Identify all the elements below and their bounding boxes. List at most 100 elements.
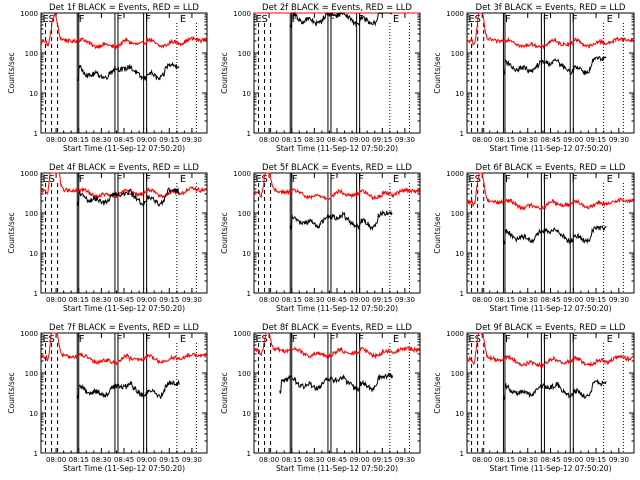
interval-marker: F: [79, 14, 85, 25]
x-tick-label: 08:30: [304, 136, 324, 144]
x-tick-label: 08:30: [91, 136, 111, 144]
x-axis-label: Start Time (11-Sep-12 07:50:20): [63, 304, 185, 313]
events-series-line: [502, 225, 607, 246]
x-tick-label: 08:15: [69, 456, 89, 464]
x-tick-label: 08:45: [540, 456, 560, 464]
interval-marker: S: [49, 14, 55, 25]
events-series-line: [76, 61, 180, 82]
x-axis-label: Start Time (11-Sep-12 07:50:20): [490, 144, 612, 153]
lld-series-line: [253, 172, 420, 201]
detector-panel: Det 7f BLACK = Events, RED = LLD 1 10 100 10…: [7, 323, 208, 473]
interval-marker: F: [145, 174, 151, 185]
x-tick-label: 09:30: [395, 456, 415, 464]
interval-marker: F: [292, 174, 298, 185]
y-tick-label: 1000: [446, 170, 464, 178]
x-tick-label: 08:15: [495, 456, 515, 464]
y-tick-label: 100: [25, 50, 38, 58]
x-tick-label: 09:30: [182, 296, 202, 304]
y-tick-label: 1: [460, 130, 464, 138]
y-tick-label: 100: [238, 210, 251, 218]
y-tick-label: 1: [34, 450, 38, 458]
x-tick-label: 09:00: [137, 136, 157, 144]
interval-marker: E: [607, 14, 613, 25]
x-tick-label: 09:00: [350, 136, 370, 144]
x-tick-label: 09:15: [586, 456, 606, 464]
x-tick-label: 08:30: [91, 456, 111, 464]
interval-marker: E: [607, 174, 613, 185]
x-axis-label: Start Time (11-Sep-12 07:50:20): [276, 144, 398, 153]
plot-frame: [466, 332, 635, 454]
interval-marker: S: [475, 334, 481, 345]
x-tick-label: 08:45: [327, 296, 347, 304]
events-series-line: [502, 55, 607, 76]
interval-marker: E: [43, 14, 49, 25]
interval-marker: E: [180, 14, 186, 25]
interval-marker: E: [607, 334, 613, 345]
x-axis-label: Start Time (11-Sep-12 07:50:20): [276, 304, 398, 313]
y-axis-label: Counts/sec: [7, 52, 16, 93]
x-tick-label: 09:30: [609, 296, 629, 304]
lld-series-line: [466, 172, 634, 211]
y-axis-label: Counts/sec: [7, 212, 16, 253]
interval-marker: E: [469, 14, 475, 25]
interval-marker: F: [329, 334, 335, 345]
plot-frame: [40, 332, 208, 454]
panel-title: Det 3f BLACK = Events, RED = LLD: [476, 3, 626, 13]
interval-marker: F: [505, 174, 511, 185]
interval-marker: E: [43, 334, 49, 345]
y-tick-label: 1000: [233, 330, 251, 338]
detector-panel: Det 8f BLACK = Events, RED = LLD 1 10 100 10…: [220, 323, 421, 473]
x-axis-label: Start Time (11-Sep-12 07:50:20): [63, 464, 185, 473]
x-tick-label: 08:30: [91, 296, 111, 304]
interval-marker: E: [393, 174, 399, 185]
interval-marker: F: [572, 14, 578, 25]
x-axis-label: Start Time (11-Sep-12 07:50:20): [490, 464, 612, 473]
y-tick-label: 10: [242, 90, 251, 98]
interval-marker: E: [469, 334, 475, 345]
x-tick-label: 09:30: [395, 296, 415, 304]
interval-marker: E: [393, 334, 399, 345]
x-tick-label: 09:00: [137, 456, 157, 464]
plot-frame: [466, 12, 635, 134]
y-tick-label: 10: [242, 410, 251, 418]
y-axis-label: Counts/sec: [433, 372, 442, 413]
y-tick-label: 10: [455, 250, 464, 258]
y-tick-label: 1000: [20, 10, 38, 18]
interval-marker: F: [358, 334, 364, 345]
y-tick-label: 1: [247, 450, 251, 458]
y-axis-label: Counts/sec: [220, 212, 229, 253]
y-tick-label: 10: [29, 90, 38, 98]
detector-panel: Det 1f BLACK = Events, RED = LLD 1 10 100 10…: [7, 3, 208, 153]
y-tick-label: 10: [242, 250, 251, 258]
x-tick-label: 08:45: [114, 456, 134, 464]
interval-marker: F: [543, 334, 549, 345]
x-axis-label: Start Time (11-Sep-12 07:50:20): [490, 304, 612, 313]
detector-panel: Det 6f BLACK = Events, RED = LLD 1 10 100 10…: [433, 163, 635, 313]
x-tick-label: 09:15: [586, 136, 606, 144]
y-tick-label: 1000: [233, 10, 251, 18]
x-tick-label: 09:30: [609, 456, 629, 464]
x-axis-label: Start Time (11-Sep-12 07:50:20): [276, 464, 398, 473]
events-series-line: [502, 378, 607, 401]
x-tick-label: 08:00: [472, 296, 492, 304]
x-tick-label: 08:15: [495, 136, 515, 144]
x-tick-label: 09:30: [182, 456, 202, 464]
lld-series-line: [466, 332, 634, 369]
panel-title: Det 4f BLACK = Events, RED = LLD: [49, 163, 199, 173]
detector-panel: Det 5f BLACK = Events, RED = LLD 1 10 100 10…: [220, 163, 421, 313]
x-tick-label: 08:00: [259, 136, 279, 144]
interval-marker: F: [145, 14, 151, 25]
y-axis-label: Counts/sec: [433, 52, 442, 93]
interval-marker: S: [262, 14, 268, 25]
plot-frame: [40, 12, 208, 134]
y-tick-label: 1000: [20, 330, 38, 338]
lld-series-line: [466, 12, 634, 50]
interval-marker: E: [256, 14, 262, 25]
panel-title: Det 6f BLACK = Events, RED = LLD: [476, 163, 626, 173]
interval-marker: E: [256, 334, 262, 345]
y-tick-label: 10: [455, 410, 464, 418]
y-axis-label: Counts/sec: [7, 372, 16, 413]
x-tick-label: 08:00: [46, 456, 66, 464]
x-tick-label: 08:30: [518, 136, 538, 144]
